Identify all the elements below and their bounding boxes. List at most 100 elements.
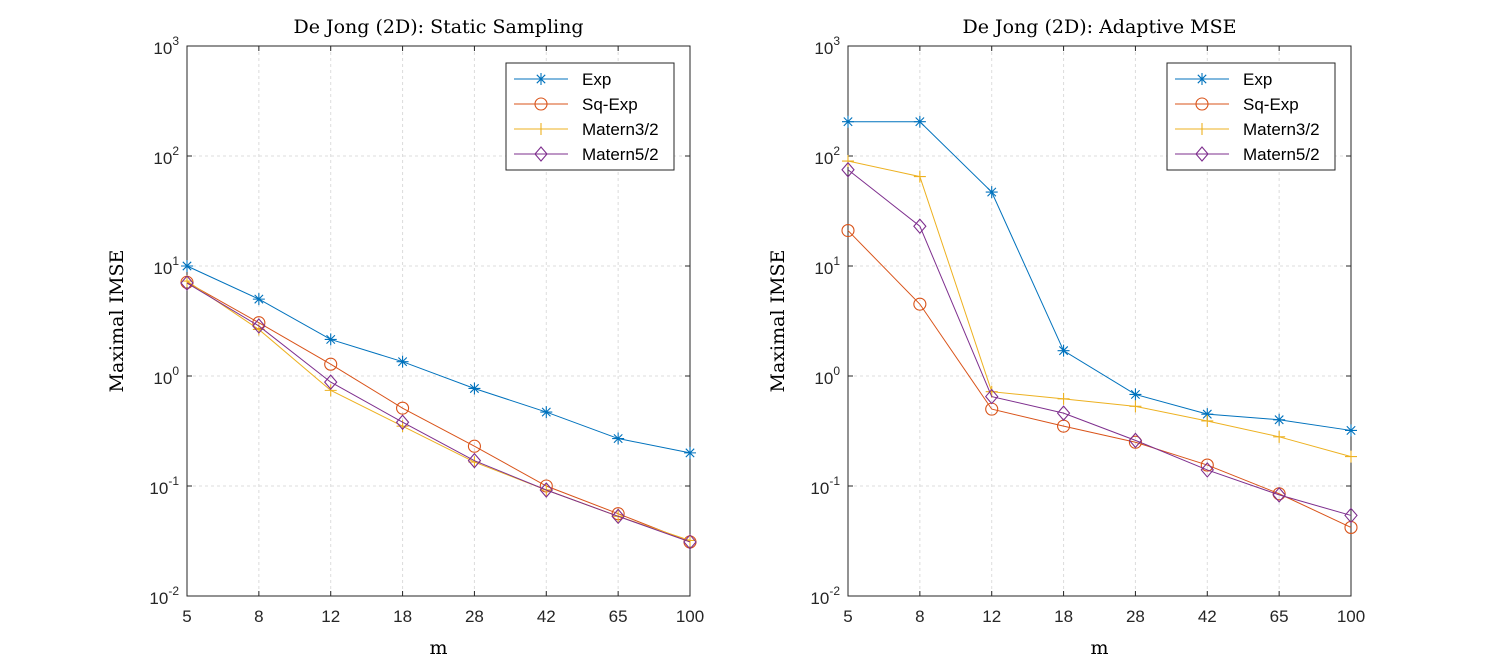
data-point	[323, 374, 338, 390]
chart-title: De Jong (2D): Static Sampling	[293, 16, 583, 38]
data-point	[842, 115, 854, 128]
plot-static-sampling: 5 8 12 18 28 42 65 100 10-2 10-1 100 101 102 103 De Jo…	[106, 16, 704, 659]
data-point	[468, 382, 481, 395]
y-tick-label: 10-2	[149, 584, 179, 608]
series-line	[186, 281, 691, 543]
legend-label: Matern3/2	[1243, 120, 1320, 139]
data-point	[1056, 405, 1071, 421]
legend-marker	[535, 73, 547, 85]
data-point	[1057, 392, 1070, 405]
x-tick-label: 5	[843, 607, 852, 626]
y-tick-label: 10-1	[810, 474, 840, 498]
ticks	[186, 45, 691, 597]
data-point	[1345, 450, 1357, 463]
axes-box	[847, 45, 1352, 597]
x-tick-label: 28	[465, 607, 484, 626]
x-tick-label: 18	[393, 607, 412, 626]
data-point	[913, 218, 927, 235]
x-tick-label: 8	[915, 607, 924, 626]
data-point	[612, 432, 625, 445]
series-exp	[181, 260, 696, 459]
data-point	[1273, 430, 1286, 443]
data-point	[1345, 424, 1357, 437]
x-tick-label: 12	[321, 607, 340, 626]
x-axis-label: m	[1090, 637, 1108, 659]
data-point	[684, 446, 696, 459]
data-point	[181, 260, 193, 272]
data-point	[1128, 435, 1142, 449]
series-line	[847, 230, 1352, 528]
legend-label: Exp	[1243, 70, 1272, 89]
series-matern5-2	[180, 275, 697, 550]
data-point	[252, 293, 265, 306]
data-point	[1344, 520, 1358, 534]
data-point	[396, 401, 410, 415]
y-tick-label: 102	[814, 144, 840, 168]
data-point	[841, 161, 855, 178]
data-point	[539, 482, 554, 498]
legend-label: Matern3/2	[582, 120, 659, 139]
data-point	[1201, 408, 1214, 421]
data-point	[324, 333, 337, 346]
data-point	[540, 406, 553, 419]
legend-marker	[534, 146, 548, 162]
data-point	[395, 414, 410, 431]
x-tick-label: 65	[1270, 607, 1289, 626]
x-tick-label: 28	[1126, 607, 1145, 626]
legend-item: Exp	[514, 70, 611, 89]
data-point	[1201, 414, 1214, 427]
x-tick-label: 42	[537, 607, 556, 626]
data-point	[683, 534, 697, 550]
legend-marker	[1196, 73, 1208, 85]
data-point	[1272, 487, 1286, 503]
data-point	[1200, 458, 1214, 472]
legend-item: Matern3/2	[1175, 120, 1320, 139]
legend-marker	[1195, 146, 1209, 162]
data-point	[1057, 344, 1070, 357]
series-exp	[842, 115, 1357, 437]
legend-marker	[535, 123, 547, 135]
x-tick-label: 100	[1337, 607, 1365, 626]
y-tick-label: 103	[153, 34, 179, 58]
ticks	[847, 45, 1352, 597]
x-tick-label: 5	[182, 607, 191, 626]
y-tick-label: 103	[814, 34, 840, 58]
data-point	[467, 452, 482, 469]
x-axis-label: m	[429, 637, 447, 659]
y-tick-label: 100	[153, 364, 179, 388]
x-tick-label: 12	[982, 607, 1001, 626]
data-point	[984, 388, 999, 405]
y-tick-label: 100	[814, 364, 840, 388]
data-point	[324, 384, 337, 397]
data-point	[324, 357, 338, 371]
y-axis-label: Maximal IMSE	[767, 250, 789, 393]
legend-marker	[1195, 97, 1209, 111]
plot-adaptive-mse: 5 8 12 18 28 42 65 100 10-2 10-1 100 101 102 103 De Jo…	[767, 16, 1365, 659]
legend-item: Matern3/2	[514, 120, 659, 139]
legend: Exp Sq-Exp Matern3/2 Matern5/2	[1166, 62, 1336, 171]
legend-item: Exp	[1175, 70, 1272, 89]
legend-label: Sq-Exp	[582, 95, 638, 114]
data-point	[1344, 507, 1358, 524]
legend-label: Exp	[582, 70, 611, 89]
data-point	[913, 115, 926, 128]
data-point	[1128, 432, 1143, 449]
legend-item: Sq-Exp	[1175, 95, 1299, 114]
legend-label: Matern5/2	[1243, 145, 1320, 164]
legend-item: Matern5/2	[514, 145, 659, 164]
legend-item: Sq-Exp	[514, 95, 638, 114]
data-point	[1200, 462, 1215, 478]
legend-box	[1166, 62, 1336, 171]
data-point	[913, 297, 927, 311]
data-point	[1129, 400, 1142, 413]
x-tick-label: 42	[1198, 607, 1217, 626]
y-tick-label: 101	[814, 254, 840, 278]
legend: Exp Sq-Exp Matern3/2 Matern5/2	[505, 62, 675, 171]
legend-label: Sq-Exp	[1243, 95, 1299, 114]
y-tick-label: 101	[153, 254, 179, 278]
data-point	[396, 355, 409, 368]
series-matern3-2	[842, 155, 1357, 463]
data-point	[180, 275, 194, 291]
x-tick-label: 65	[609, 607, 628, 626]
